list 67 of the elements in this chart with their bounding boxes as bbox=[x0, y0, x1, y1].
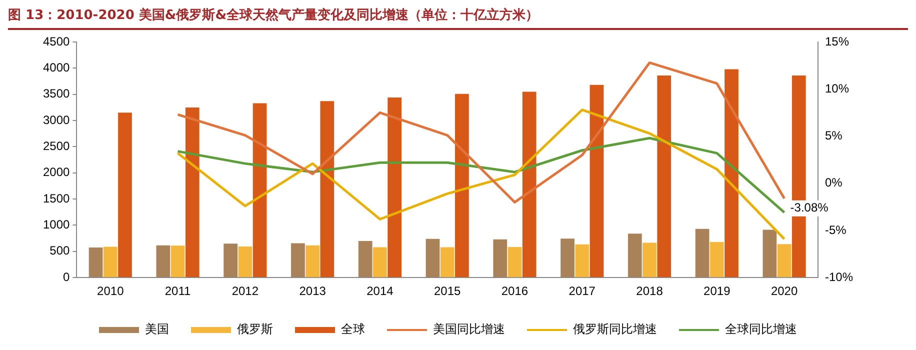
bar bbox=[358, 240, 372, 278]
bar bbox=[426, 238, 440, 278]
bar bbox=[560, 238, 574, 278]
bar bbox=[252, 103, 267, 278]
bar bbox=[642, 242, 656, 278]
bar bbox=[455, 94, 469, 278]
x-tick-label: 2011 bbox=[164, 284, 192, 298]
bar bbox=[657, 76, 672, 278]
y2-tick-label: 15% bbox=[824, 34, 850, 48]
y-tick-label: 2000 bbox=[42, 165, 70, 180]
bar bbox=[724, 69, 738, 278]
bar bbox=[388, 97, 402, 278]
bar bbox=[170, 246, 185, 278]
legend-label: 美国 bbox=[145, 322, 169, 336]
bar bbox=[628, 234, 642, 278]
legend-label: 全球 bbox=[341, 322, 365, 336]
x-tick-label: 2017 bbox=[568, 284, 596, 298]
bar bbox=[185, 107, 200, 278]
bar bbox=[373, 247, 387, 278]
y2-tick-label: -5% bbox=[824, 222, 847, 237]
y-tick-label: 500 bbox=[50, 244, 70, 258]
y-tick-label: 4000 bbox=[42, 60, 70, 74]
y2-tick-label: -10% bbox=[824, 270, 854, 284]
legend-label: 俄罗斯同比增速 bbox=[573, 322, 657, 336]
bar bbox=[306, 245, 320, 278]
bar bbox=[710, 242, 724, 278]
bar bbox=[118, 112, 132, 278]
bar bbox=[103, 246, 118, 278]
bar bbox=[575, 244, 590, 278]
x-tick-label: 2016 bbox=[501, 284, 528, 298]
x-tick-label: 2012 bbox=[232, 284, 259, 298]
bar bbox=[762, 230, 777, 278]
bar bbox=[590, 84, 604, 278]
y-tick-label: 2500 bbox=[42, 139, 70, 154]
y-tick-label: 3500 bbox=[42, 86, 70, 101]
bar bbox=[238, 246, 252, 278]
legend-label: 全球同比增速 bbox=[725, 322, 797, 336]
x-tick-label: 2018 bbox=[636, 284, 664, 298]
y-tick-label: 1000 bbox=[42, 218, 70, 232]
bar bbox=[493, 239, 508, 278]
y-tick-label: 3000 bbox=[42, 112, 70, 127]
bar bbox=[224, 244, 238, 278]
x-tick-label: 2020 bbox=[770, 284, 798, 298]
data-label: -3.08% bbox=[790, 200, 829, 215]
bar bbox=[777, 244, 792, 278]
y-tick-label: 0 bbox=[63, 270, 70, 284]
y-tick-label: 1500 bbox=[42, 191, 70, 206]
y2-tick-label: 5% bbox=[824, 128, 843, 143]
x-tick-label: 2019 bbox=[704, 284, 731, 298]
y2-tick-label: 0% bbox=[824, 176, 843, 190]
x-tick-label: 2014 bbox=[366, 284, 394, 298]
bar bbox=[440, 247, 454, 278]
x-tick-label: 2013 bbox=[299, 284, 326, 298]
x-tick-label: 2010 bbox=[97, 284, 124, 298]
x-tick-label: 2015 bbox=[434, 284, 462, 298]
bar bbox=[522, 92, 536, 278]
y2-tick-label: 10% bbox=[824, 81, 850, 96]
bar bbox=[695, 228, 710, 278]
legend-label: 美国同比增速 bbox=[433, 322, 505, 336]
chart-title: 图 13：2010-2020 美国&俄罗斯&全球天然气产量变化及同比增速（单位：十亿立方米） bbox=[8, 6, 908, 30]
legend-label: 俄罗斯 bbox=[237, 322, 273, 336]
bar bbox=[291, 243, 305, 278]
bar bbox=[88, 247, 103, 278]
bar bbox=[508, 246, 522, 278]
bar bbox=[156, 245, 170, 278]
y-tick-label: 4500 bbox=[42, 34, 70, 48]
bar bbox=[320, 101, 334, 278]
